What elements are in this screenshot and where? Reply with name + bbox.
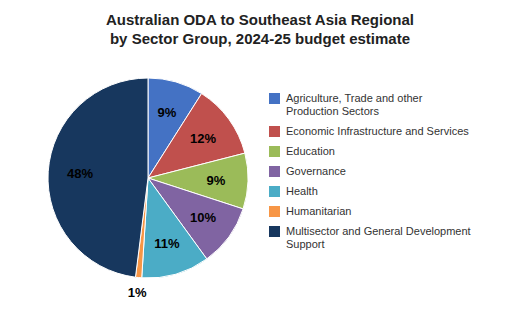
- svg-text:48%: 48%: [67, 166, 93, 181]
- svg-text:10%: 10%: [190, 210, 216, 225]
- html-text:Governance: Governance: [286, 165, 346, 177]
- svg-text:1%: 1%: [128, 285, 147, 300]
- svg-text:12%: 12%: [190, 131, 216, 146]
- html-text:Education: Education: [286, 145, 335, 157]
- html-text:Agriculture, Trade and other P: Agriculture, Trade and other Production …: [286, 92, 423, 117]
- svg-text:9%: 9%: [158, 105, 177, 120]
- html-text:Multisector and General Develo: Multisector and General Development Supp…: [286, 225, 471, 250]
- html-text:Australian ODA to Southeast As: Australian ODA to Southeast Asia Regiona…: [105, 11, 414, 47]
- html-text:Economic Infrastructure and Se: Economic Infrastructure and Services: [286, 125, 469, 137]
- svg-text:11%: 11%: [154, 236, 180, 251]
- svg-text:9%: 9%: [207, 173, 226, 188]
- html-text:Health: Health: [286, 185, 318, 197]
- html-text:Humanitarian: Humanitarian: [286, 205, 352, 217]
